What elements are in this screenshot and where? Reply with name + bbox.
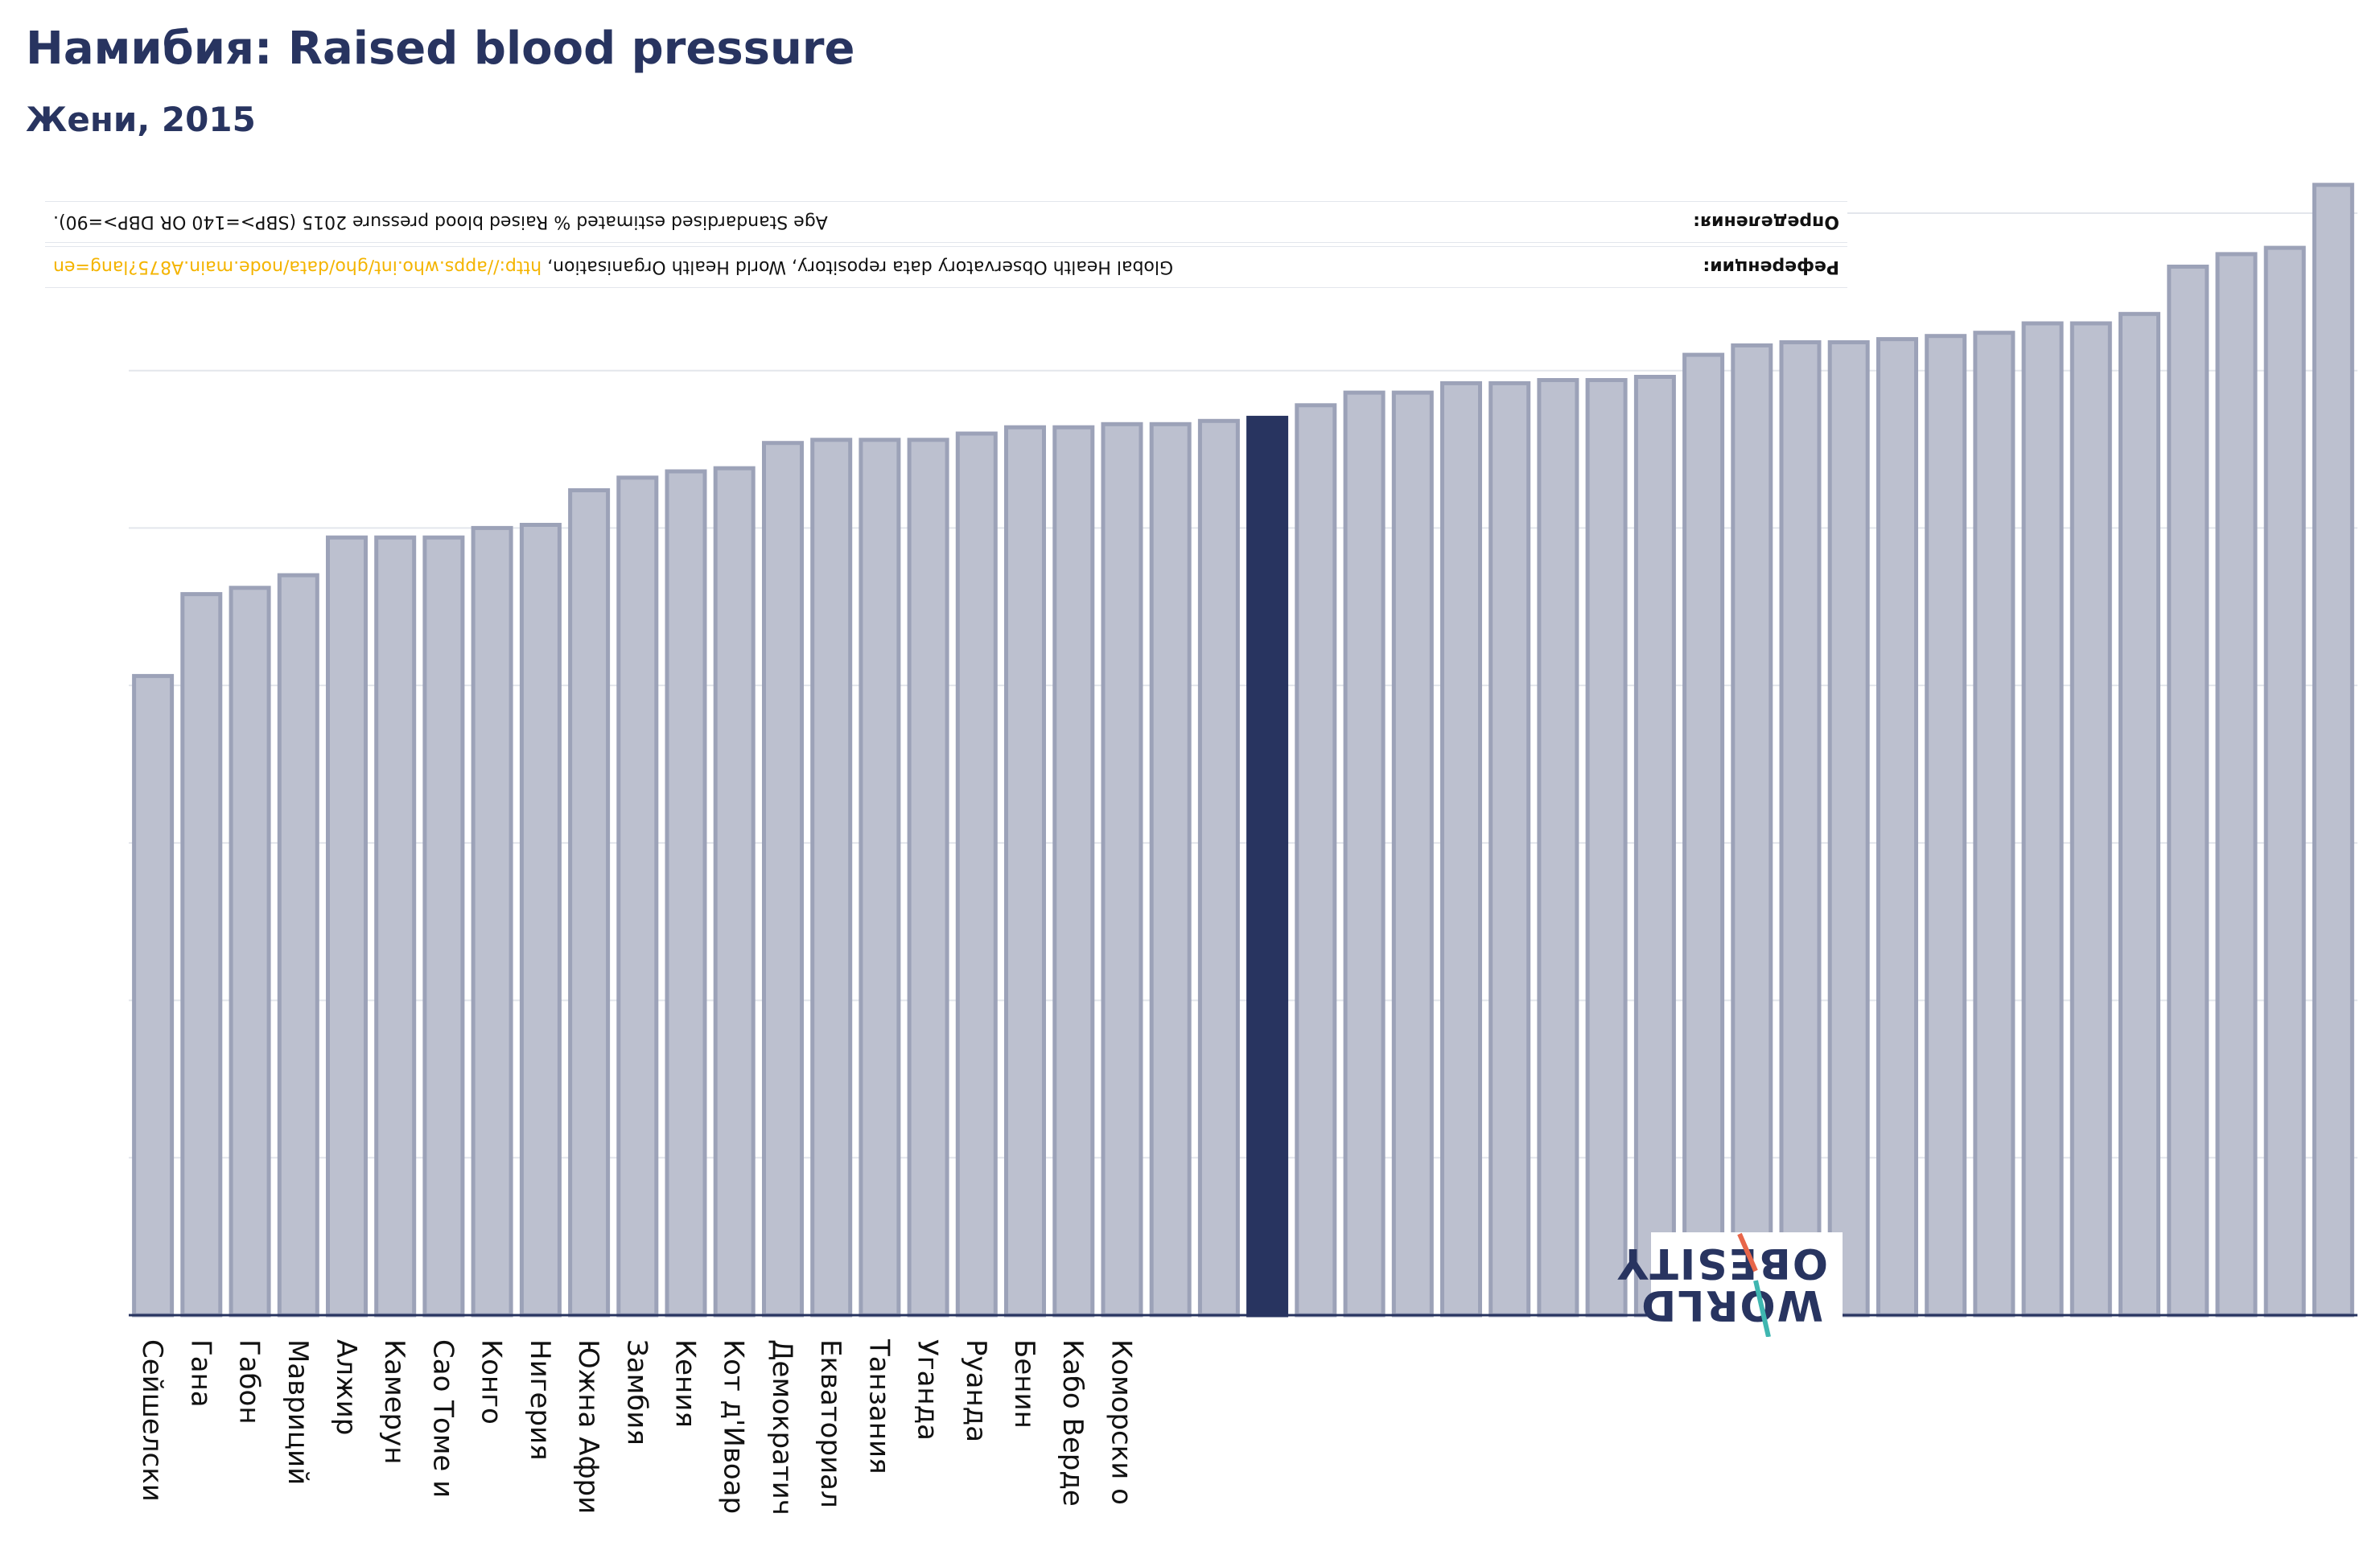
bar (1925, 334, 1967, 1318)
bar (1682, 352, 1725, 1318)
bar-highlight (1246, 415, 1289, 1318)
bar (1101, 421, 1143, 1318)
bars (132, 183, 2354, 1318)
x-tick-label: Сао Томе и (426, 1339, 459, 1498)
x-tick-label: Нигерия (524, 1339, 556, 1461)
bar (1537, 378, 1579, 1318)
bar (1779, 340, 1822, 1318)
logo-slash-icon (1737, 1232, 1771, 1337)
references-row: Референции: Global Health Observatory da… (45, 246, 1847, 288)
bar (180, 592, 223, 1318)
bar (810, 438, 853, 1318)
bar (1197, 418, 1240, 1318)
bar (762, 441, 804, 1318)
bar (1731, 343, 1773, 1318)
x-tick-label: Конго (476, 1339, 508, 1425)
bar (132, 673, 175, 1318)
bar (277, 573, 319, 1318)
chart-subtitle: Жени, 2015 (26, 100, 256, 139)
bar (907, 438, 949, 1318)
bar (2021, 321, 2064, 1318)
bar (1295, 403, 1337, 1318)
x-tick-label: Уганда (912, 1339, 944, 1441)
bar (519, 523, 562, 1318)
x-tick-label: Камерун (378, 1339, 410, 1464)
references-label: Референции: (1703, 257, 1839, 278)
bar (665, 469, 707, 1318)
bar (2119, 311, 2160, 1318)
bar (1052, 425, 1095, 1318)
bar (568, 488, 611, 1318)
bar (326, 535, 368, 1318)
bar (229, 586, 271, 1318)
bar (422, 535, 465, 1318)
chart-title: Намибия: Raised blood pressure (26, 23, 855, 75)
bar (2263, 245, 2306, 1318)
bar (1004, 425, 1046, 1318)
x-tick-label: Южна Афри (572, 1339, 604, 1514)
x-tick-label: Замбия (620, 1339, 653, 1445)
x-tick-label: Екваториал (814, 1339, 846, 1508)
bar (374, 535, 417, 1318)
x-tick-label: Бенин (1008, 1339, 1040, 1429)
bar (2069, 321, 2112, 1318)
bar (2215, 252, 2258, 1318)
bar (471, 525, 513, 1318)
bar (1585, 378, 1628, 1318)
definitions-label: Определения: (1693, 212, 1839, 232)
references-text: Global Health Observatory data repositor… (53, 257, 1173, 278)
bar (955, 431, 998, 1318)
bar (1149, 421, 1192, 1318)
bar (1489, 380, 1531, 1318)
bar (1876, 337, 1918, 1318)
world-obesity-logo: WORLD OBESITY (1616, 1232, 1843, 1337)
x-tick-label: Алжир (330, 1339, 362, 1435)
x-tick-label: Кения (669, 1339, 702, 1428)
bar (1633, 375, 1676, 1318)
references-link[interactable]: http://apps.who.int/gho/data/node.main.A… (53, 257, 542, 278)
bar (2167, 265, 2209, 1318)
x-tick-label: Руанда (960, 1339, 992, 1442)
definitions-row: Определения: Age Standardised estimated … (45, 201, 1847, 243)
x-tick-label: Сейшелски (136, 1339, 168, 1502)
bar (1343, 390, 1386, 1318)
bar (1827, 340, 1870, 1318)
x-tick-label: Гана (184, 1339, 216, 1408)
bar (713, 466, 756, 1318)
x-tick-label: Кабо Верде (1056, 1339, 1089, 1507)
bar (2312, 183, 2354, 1318)
x-tick-label: Габон (233, 1339, 266, 1425)
x-tick-labels: Сейшелски Гана Габон Мавриций Алжир Камерун Са… (136, 1338, 1137, 1515)
x-tick-label: Танзания (863, 1338, 895, 1474)
bar (1973, 331, 2016, 1318)
x-tick-label: Коморски о (1106, 1339, 1138, 1505)
definitions-text: Age Standardised estimated % Raised bloo… (53, 212, 828, 232)
bar (1440, 380, 1482, 1318)
bar (1391, 390, 1434, 1318)
x-tick-label: Мавриций (282, 1339, 314, 1485)
bar (859, 438, 901, 1318)
bar (616, 475, 659, 1318)
references-source: Global Health Observatory data repositor… (547, 257, 1174, 278)
x-tick-label: Кот д'Ивоар (718, 1339, 750, 1514)
x-tick-label: Демократич (766, 1339, 798, 1515)
